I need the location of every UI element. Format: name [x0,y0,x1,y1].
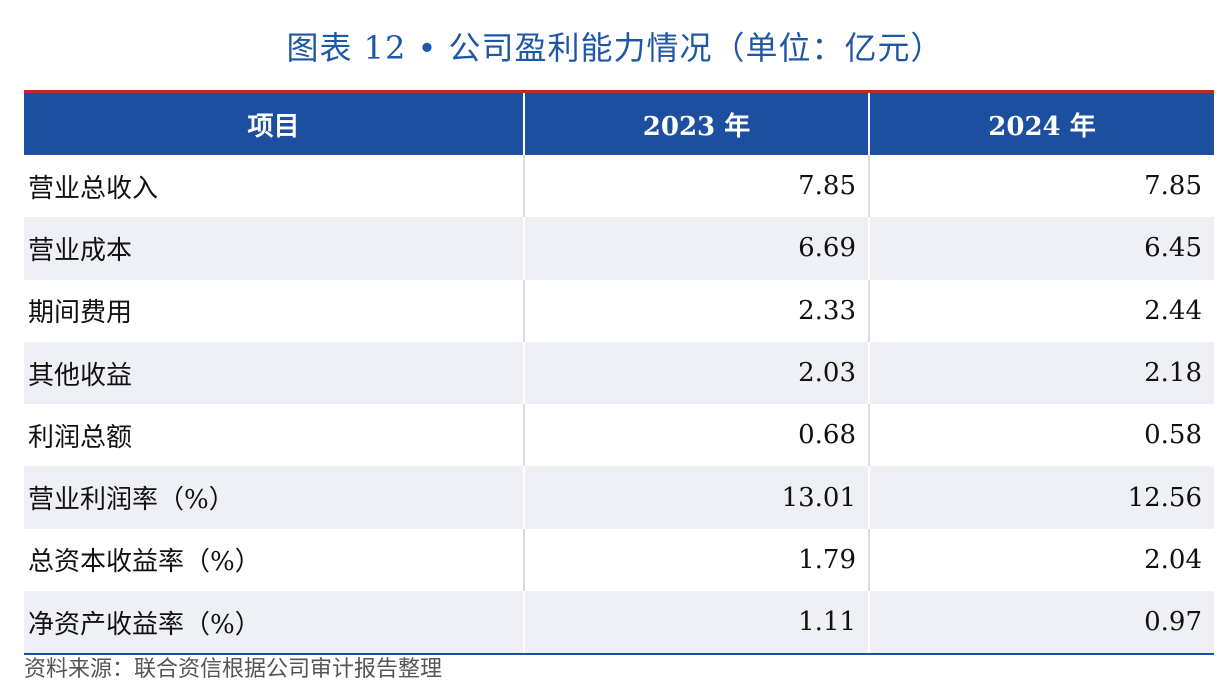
page-title: 图表 12 • 公司盈利能力情况（单位：亿元） [286,29,944,67]
value-2024: 0.58 [868,404,1214,467]
value-2023: 0.68 [523,404,869,467]
table-row: 营业总收入 7.85 7.85 [24,155,1214,218]
table-row: 营业利润率（%） 13.01 12.56 [24,466,1214,529]
value-2024: 12.56 [868,466,1214,529]
value-2024: 7.85 [868,155,1214,218]
value-2023: 13.01 [523,466,869,529]
value-2024: 2.18 [868,341,1214,405]
table-header-row: 项目 2023 年 2024 年 [24,93,1214,155]
header-2023: 2023 年 [523,93,869,155]
table-row: 利润总额 0.68 0.58 [24,404,1214,467]
value-2023: 2.33 [523,279,869,342]
table-row: 净资产收益率（%） 1.11 0.97 [24,591,1214,656]
value-2024: 2.04 [868,528,1214,592]
header-2024: 2024 年 [868,93,1214,155]
row-item: 营业利润率（%） [24,466,524,529]
value-2023: 1.79 [523,528,869,592]
value-2023: 7.85 [523,155,869,218]
row-item: 总资本收益率（%） [24,528,524,592]
value-2023: 1.11 [523,591,869,656]
value-2024: 0.97 [868,591,1214,656]
source-note: 资料来源：联合资信根据公司审计报告整理 [24,657,443,682]
row-item: 营业总收入 [24,155,524,218]
row-item: 其他收益 [24,341,524,405]
header-item: 项目 [24,93,524,155]
row-item: 期间费用 [24,279,524,342]
table-row: 期间费用 2.33 2.44 [24,279,1214,342]
table-top-rule [24,90,1214,93]
table-row: 营业成本 6.69 6.45 [24,217,1214,280]
profitability-table: 项目 2023 年 2024 年 营业总收入 7.85 7.85 营业成本 6.… [24,90,1214,656]
table-row: 总资本收益率（%） 1.79 2.04 [24,528,1214,592]
table-row: 其他收益 2.03 2.18 [24,341,1214,405]
row-item: 营业成本 [24,217,524,280]
row-item: 净资产收益率（%） [24,591,524,656]
value-2024: 6.45 [868,217,1214,280]
value-2024: 2.44 [868,279,1214,342]
value-2023: 6.69 [523,217,869,280]
value-2023: 2.03 [523,341,869,405]
row-item: 利润总额 [24,404,524,467]
